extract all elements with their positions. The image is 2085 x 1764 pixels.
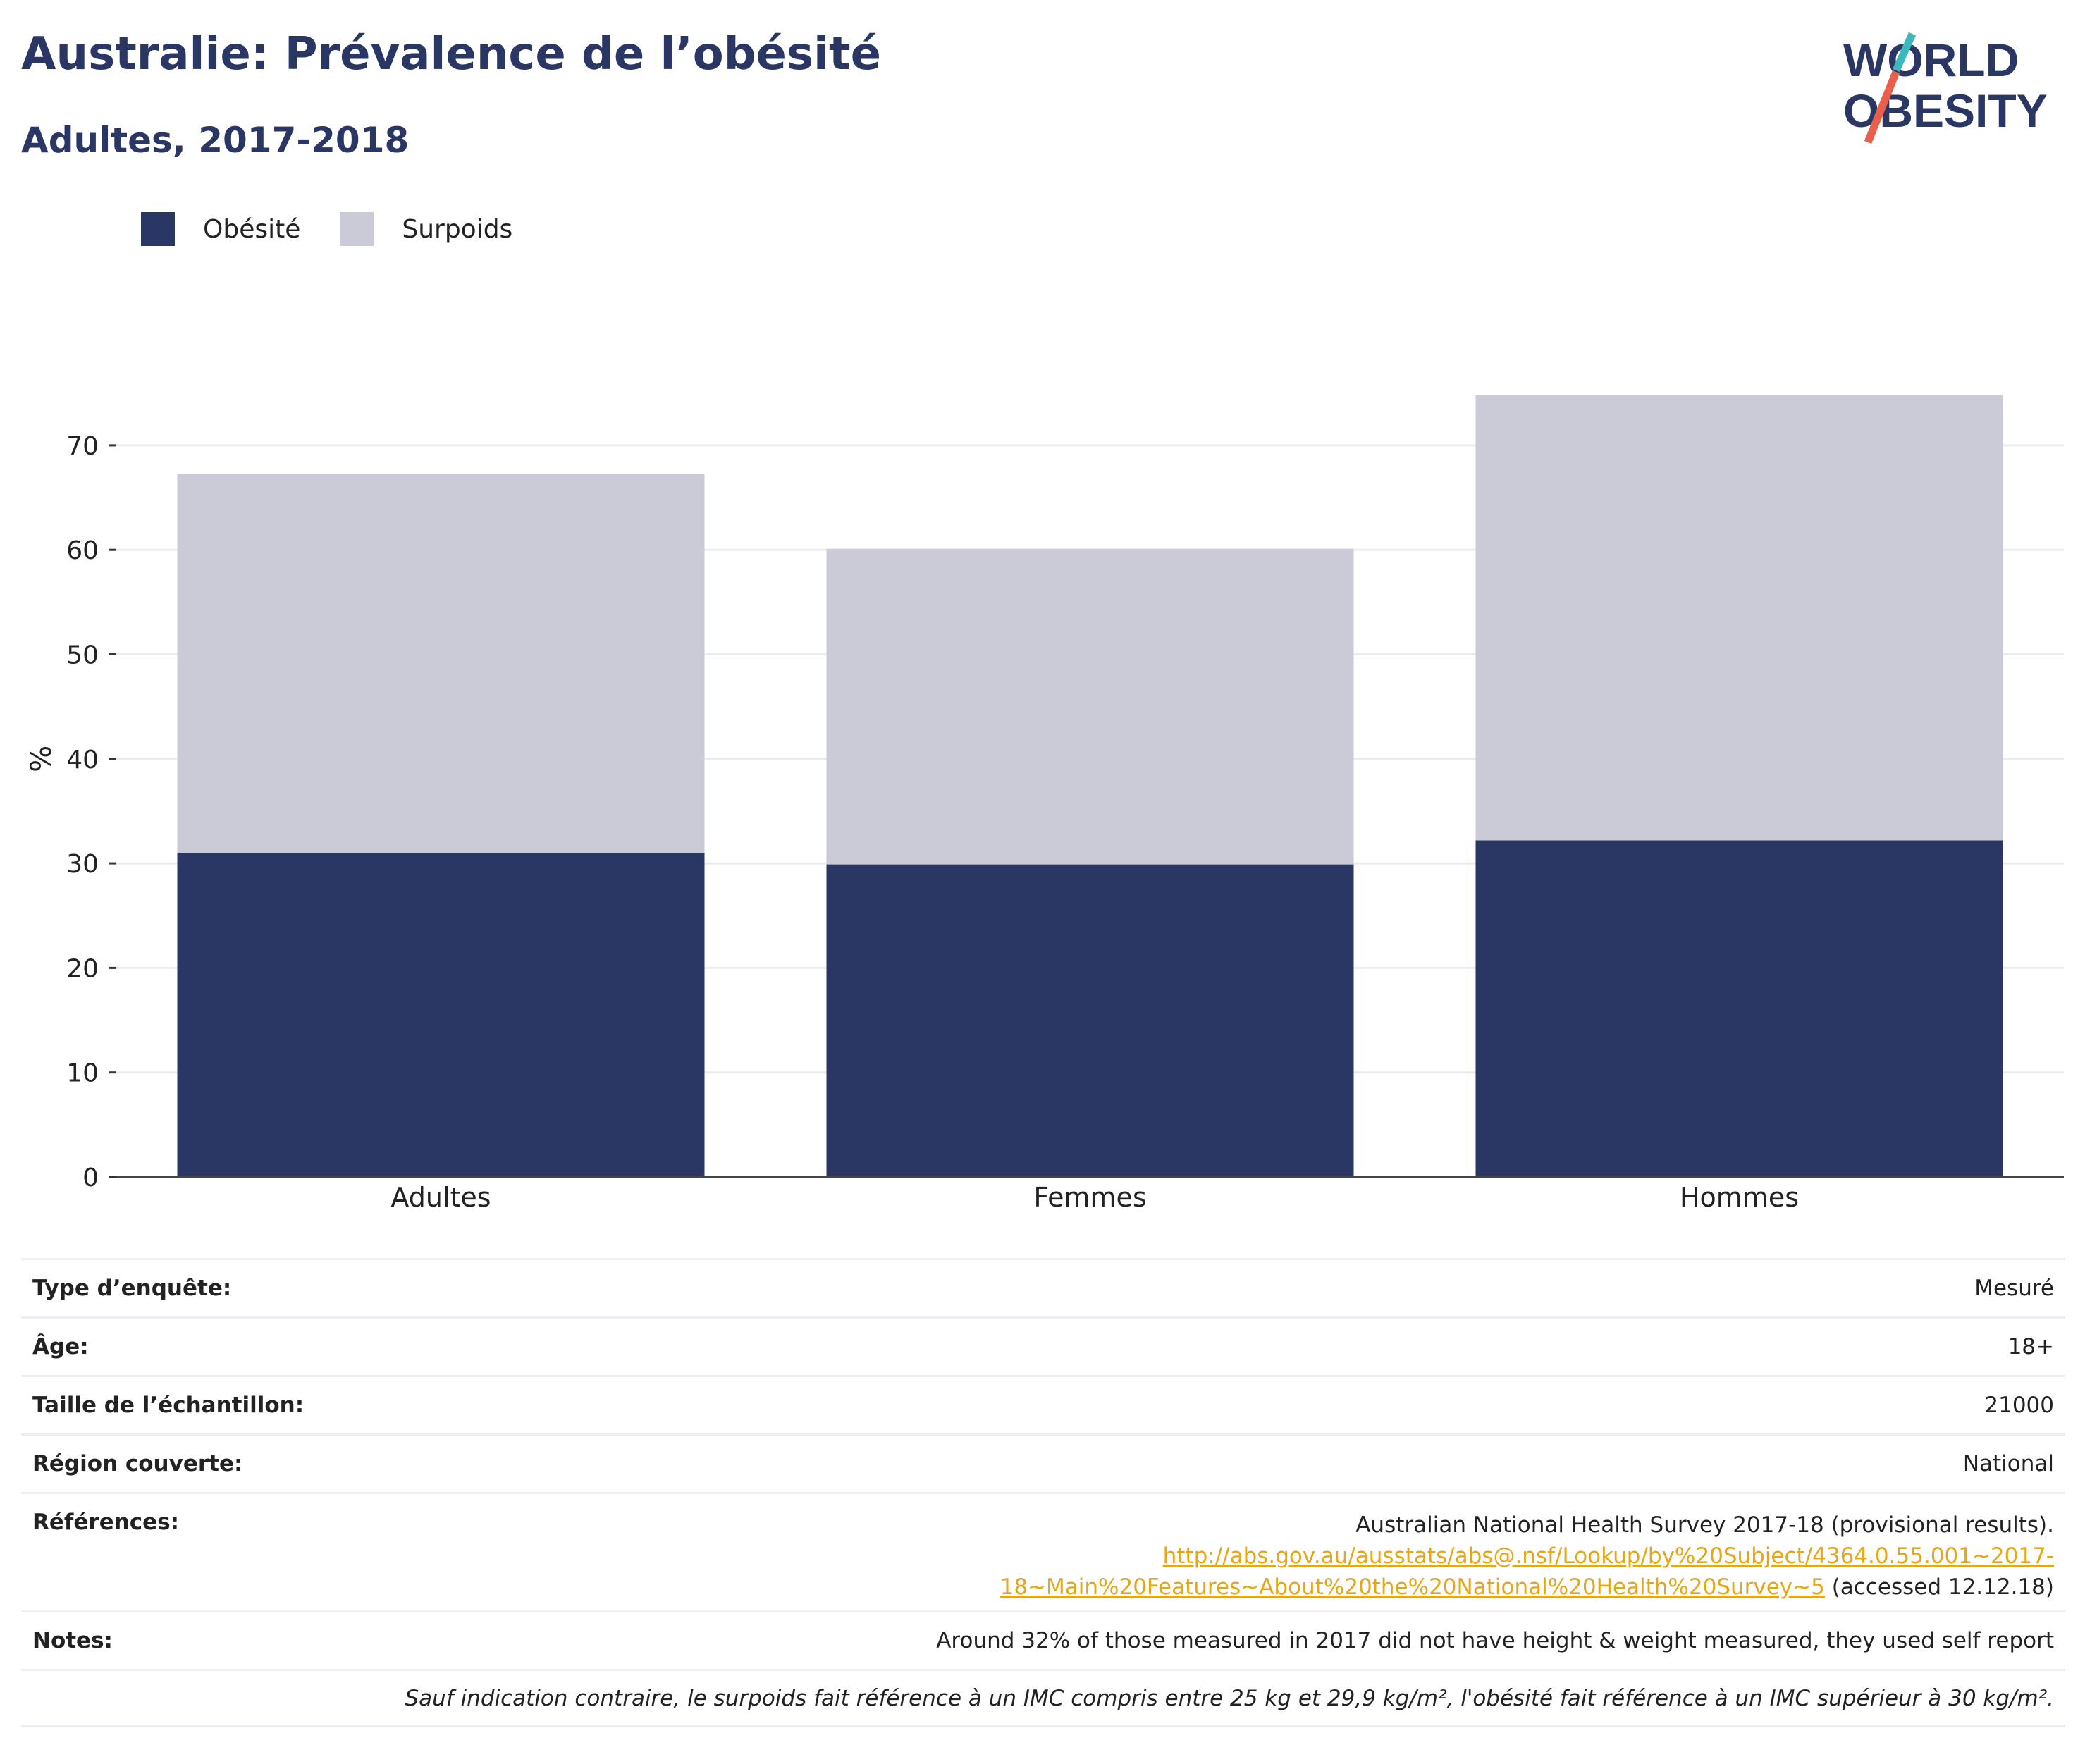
bar-hommes-obesity xyxy=(1475,840,2003,1177)
info-row-survey-type: Type d’enquête: Mesuré xyxy=(21,1258,2065,1316)
bar-femmes-overweight xyxy=(826,548,1354,865)
info-row-footnote: Sauf indication contraire, le surpoids f… xyxy=(21,1669,2065,1727)
notes-value: Around 32% of those measured in 2017 did… xyxy=(936,1628,2054,1653)
logo-red-slash xyxy=(1864,70,1900,144)
y-tick-label-0: 0 xyxy=(82,1164,99,1192)
age-label: Âge: xyxy=(32,1334,89,1359)
legend-label-obesity: Obésité xyxy=(203,214,301,244)
bar-hommes-overweight xyxy=(1475,395,2003,841)
info-row-notes: Notes: Around 32% of those measured in 2… xyxy=(21,1610,2065,1669)
bar-femmes-obesity xyxy=(826,864,1354,1177)
bar-adultes-overweight xyxy=(177,473,705,853)
bar-chart: 0 10 20 30 40 50 60 70% Adultes Femmes Hommes xyxy=(25,395,2064,1213)
legend-swatch-overweight xyxy=(340,212,374,246)
y-tick-label-50: 50 xyxy=(66,641,99,670)
x-tick-label-adultes: Adultes xyxy=(390,1182,491,1213)
references-link-part2[interactable]: 18~Main%20Features~About%20the%20Nationa… xyxy=(1000,1574,1825,1600)
y-tick-label-10: 10 xyxy=(66,1059,99,1088)
y-tick-label-30: 30 xyxy=(66,850,99,879)
logo-line1: WORLD xyxy=(1843,34,2019,86)
bar-adultes-obesity xyxy=(177,853,705,1177)
y-tick-label-20: 20 xyxy=(66,954,99,983)
region-label: Région couverte: xyxy=(32,1451,243,1476)
y-tick-label-70: 70 xyxy=(66,432,99,461)
bmi-footnote: Sauf indication contraire, le surpoids f… xyxy=(405,1685,2054,1711)
x-tick-label-femmes: Femmes xyxy=(1033,1182,1146,1213)
chart-legend: Obésité Surpoids xyxy=(141,208,552,250)
survey-type-value: Mesuré xyxy=(1974,1276,2054,1301)
references-value: Australian National Health Survey 2017-1… xyxy=(1000,1510,2054,1603)
references-text: Australian National Health Survey 2017-1… xyxy=(1355,1512,2054,1538)
notes-label: Notes: xyxy=(32,1628,113,1653)
info-row-region: Région couverte: National xyxy=(21,1433,2065,1492)
references-label: Références: xyxy=(32,1510,180,1535)
x-tick-label-hommes: Hommes xyxy=(1680,1182,1799,1213)
info-row-references: Références: Australian National Health S… xyxy=(21,1492,2065,1610)
age-value: 18+ xyxy=(2007,1334,2054,1359)
info-row-age: Âge: 18+ xyxy=(21,1316,2065,1375)
logo-teal-slash xyxy=(1892,32,1917,73)
y-axis-label: % xyxy=(25,746,58,772)
info-row-sample-size: Taille de l’échantillon: 21000 xyxy=(21,1375,2065,1433)
chart-title: Australie: Prévalence de l’obésité xyxy=(21,28,881,80)
legend-label-overweight: Surpoids xyxy=(402,214,513,244)
survey-type-label: Type d’enquête: xyxy=(32,1276,232,1301)
references-link-part1[interactable]: http://abs.gov.au/ausstats/abs@.nsf/Look… xyxy=(1162,1543,2054,1569)
legend-item-obesity[interactable]: Obésité xyxy=(141,212,300,246)
survey-info-table: Type d’enquête: Mesuré Âge: 18+ Taille d… xyxy=(21,1258,2065,1727)
chart-subtitle: Adultes, 2017-2018 xyxy=(21,120,410,161)
y-tick-label-60: 60 xyxy=(66,536,99,565)
references-accessed: (accessed 12.12.18) xyxy=(1824,1574,2054,1600)
sample-size-value: 21000 xyxy=(1984,1393,2054,1418)
region-value: National xyxy=(1962,1451,2054,1476)
world-obesity-logo: WORLD OBESITY xyxy=(1843,32,2048,144)
y-tick-label-40: 40 xyxy=(66,746,99,775)
legend-item-overweight[interactable]: Surpoids xyxy=(340,212,512,246)
legend-swatch-obesity xyxy=(141,212,175,246)
sample-size-label: Taille de l’échantillon: xyxy=(32,1393,305,1418)
